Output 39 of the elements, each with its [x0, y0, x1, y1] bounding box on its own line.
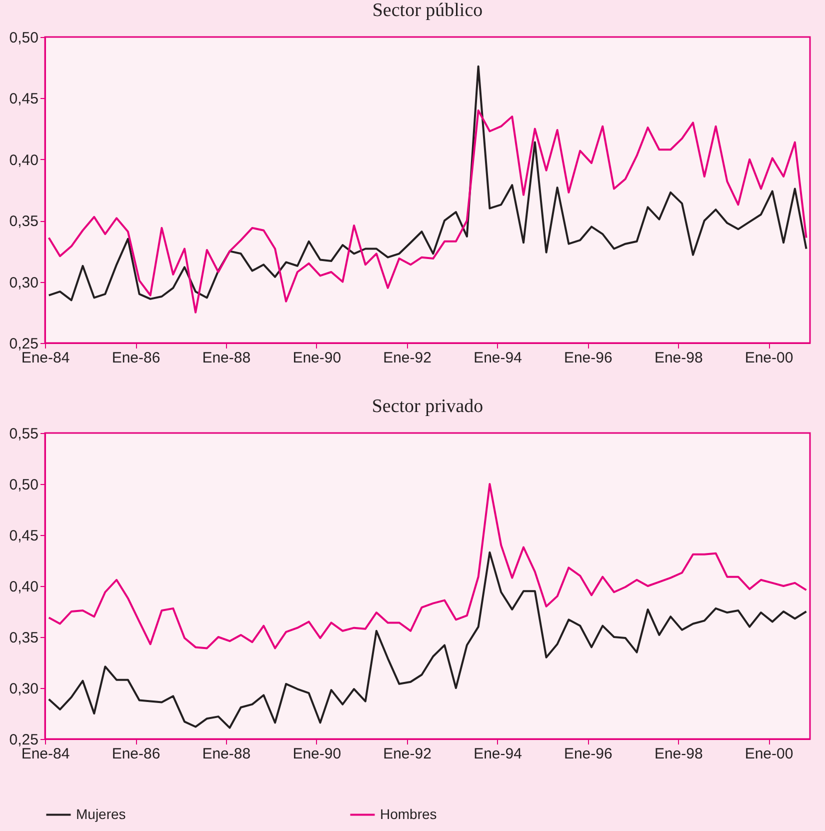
x-tick-label: Ene-84: [21, 746, 70, 762]
line-series: [48, 65, 808, 302]
x-tick-label: Ene-94: [474, 350, 522, 366]
x-tick-label: Ene-84: [21, 350, 70, 366]
y-tick-label: 0,35: [9, 630, 38, 646]
x-tick-label: Ene-94: [474, 746, 522, 762]
x-tick-label: Ene-92: [383, 746, 432, 762]
legend-label: Mujeres: [76, 806, 126, 822]
y-tick-label: 0,50: [9, 30, 38, 46]
line-series: [48, 109, 808, 314]
x-tick-label: Ene-88: [202, 746, 251, 762]
y-tick-label: 0,55: [9, 426, 38, 442]
y-tick-label: 0,40: [9, 578, 38, 596]
x-tick-label: Ene-90: [292, 350, 342, 366]
chart-title: Sector público: [372, 0, 483, 21]
legend-label: Hombres: [380, 806, 437, 822]
x-tick-label: Ene-98: [654, 746, 703, 762]
x-tick-label: Ene-88: [202, 350, 251, 366]
y-tick-label: 0,40: [9, 152, 38, 169]
x-tick-label: Ene-92: [383, 350, 432, 366]
x-tick-label: Ene-86: [112, 746, 160, 762]
chart-title: Sector privado: [372, 396, 484, 417]
y-tick-label: 0,45: [9, 528, 38, 544]
x-tick-label: Ene-90: [292, 746, 342, 762]
x-tick-label: Ene-96: [564, 350, 612, 366]
y-tick-label: 0,30: [9, 274, 38, 292]
x-tick-label: Ene-00: [744, 746, 794, 762]
line-series: [48, 551, 808, 729]
x-tick-label: Ene-86: [112, 350, 160, 366]
y-tick-label: 0,50: [9, 476, 38, 494]
y-tick-label: 0,25: [9, 732, 38, 748]
x-tick-label: Ene-00: [744, 350, 794, 366]
y-tick-label: 0,35: [9, 213, 38, 230]
line-series: [48, 483, 808, 650]
y-tick-label: 0,30: [9, 680, 38, 698]
y-tick-label: 0,25: [9, 336, 38, 352]
x-tick-label: Ene-96: [564, 746, 612, 762]
x-tick-label: Ene-98: [654, 350, 703, 366]
y-tick-label: 0,45: [9, 90, 38, 108]
